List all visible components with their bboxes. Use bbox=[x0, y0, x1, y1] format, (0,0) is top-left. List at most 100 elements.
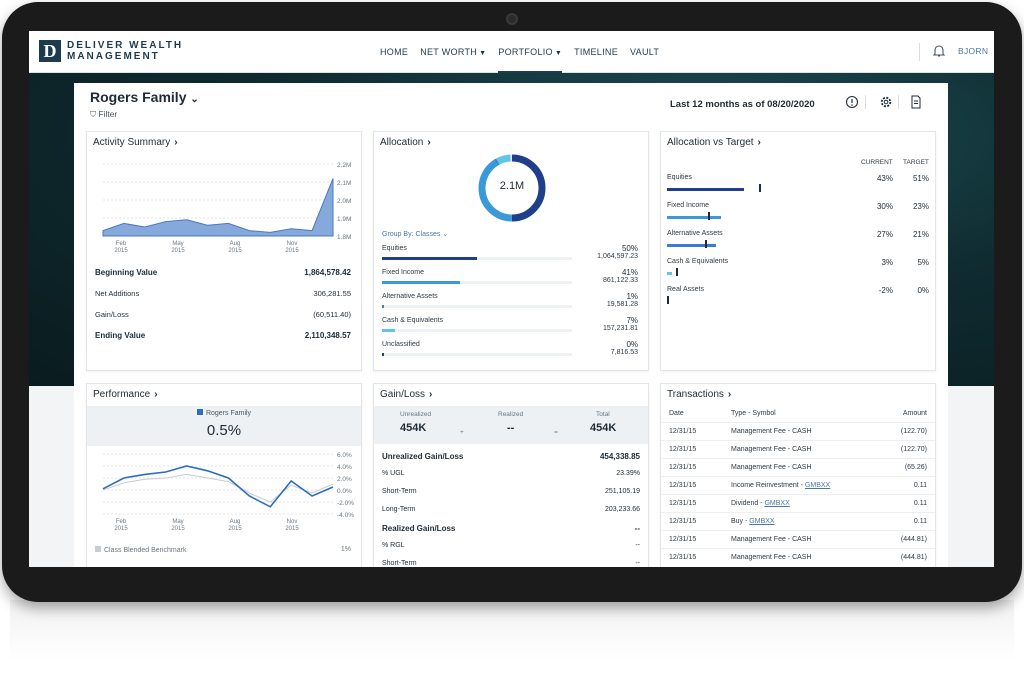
device-reflection bbox=[10, 600, 1014, 688]
transactions-card: Transactions › Date Type - Symbol Amount … bbox=[660, 383, 936, 567]
filter-button[interactable]: ⛉ Filter bbox=[90, 109, 117, 120]
transactions-title[interactable]: Transactions › bbox=[667, 389, 731, 400]
y-tick-label: 2.2M bbox=[337, 162, 351, 169]
transaction-symbol-link[interactable]: GMBXX bbox=[804, 482, 831, 489]
allocation-title-text: Allocation bbox=[380, 137, 424, 148]
nav-vault-label: VAULT bbox=[630, 47, 660, 57]
chevron-down-icon: ⌄ bbox=[442, 231, 449, 238]
current-column-header: CURRENT bbox=[861, 159, 893, 166]
allocation-total: 2.1M bbox=[499, 180, 525, 192]
allocation-bar-track bbox=[382, 329, 572, 332]
allocation-title[interactable]: Allocation › bbox=[380, 137, 431, 148]
donut-slice bbox=[478, 154, 546, 222]
activity-summary-title[interactable]: Activity Summary › bbox=[93, 137, 178, 148]
performance-title[interactable]: Performance › bbox=[93, 389, 158, 400]
gainloss-title[interactable]: Gain/Loss › bbox=[380, 389, 432, 400]
allocation-bar-track bbox=[382, 353, 572, 356]
group-by-select[interactable]: Group By: Classes ⌄ bbox=[382, 230, 448, 238]
activity-chart: 2.2M2.1M2.0M1.9M1.8MFeb2015May2015Aug201… bbox=[102, 162, 351, 254]
x-tick-year: 2015 bbox=[228, 526, 242, 532]
y-tick-label: 1.8M bbox=[337, 234, 351, 241]
x-tick-label: May bbox=[172, 519, 183, 525]
allocation-percent: 7% bbox=[626, 316, 638, 325]
y-tick-label: 4.0% bbox=[337, 464, 352, 471]
nav-vault[interactable]: VAULT bbox=[624, 31, 665, 73]
transaction-date: 12/31/15 bbox=[669, 554, 697, 561]
table-row[interactable]: 12/31/15 Dividend - GMBXX 0.11 bbox=[661, 494, 935, 512]
y-tick-label: 2.0M bbox=[337, 198, 351, 205]
nav-portfolio[interactable]: PORTFOLIO ▼ bbox=[492, 31, 568, 73]
bell-icon[interactable] bbox=[932, 44, 946, 58]
allocation-target-title-text: Allocation vs Target bbox=[667, 137, 754, 148]
logo-text: DELIVER WEALTH MANAGEMENT bbox=[67, 40, 183, 62]
table-row[interactable]: 12/31/15 Income Reinvestment - GMBXX 0.11 bbox=[661, 476, 935, 494]
info-icon[interactable] bbox=[845, 95, 859, 109]
chevron-right-icon: › bbox=[427, 137, 431, 148]
date-range-label: Last 12 months as of 08/20/2020 bbox=[670, 99, 815, 110]
transaction-amount: (444.81) bbox=[900, 536, 927, 543]
logo-icon[interactable]: D bbox=[39, 40, 61, 62]
target-marker bbox=[704, 240, 707, 248]
target-target-value: 5% bbox=[917, 258, 929, 267]
transaction-type: Management Fee - CASH bbox=[731, 554, 812, 561]
gainloss-row-value: 251,105.19 bbox=[604, 488, 640, 495]
transaction-symbol-link[interactable]: GMBXX bbox=[764, 500, 790, 507]
table-row[interactable]: 12/31/15 Management Fee - CASH (444.81) bbox=[661, 548, 935, 566]
family-selector[interactable]: Rogers Family ⌄ bbox=[90, 89, 199, 105]
chevron-down-icon: ▼ bbox=[479, 50, 487, 57]
table-row[interactable]: 12/31/15 Management Fee - CASH (122.70) bbox=[661, 440, 935, 458]
benchmark-value: 1% bbox=[340, 546, 351, 553]
target-current-value: 3% bbox=[881, 258, 893, 267]
allocation-target-title[interactable]: Allocation vs Target › bbox=[667, 137, 761, 148]
transaction-date: 12/31/15 bbox=[669, 518, 697, 525]
allocation-label: Fixed Income bbox=[382, 269, 425, 276]
gainloss-row-value: -- bbox=[635, 542, 640, 549]
activity-area bbox=[102, 178, 334, 237]
target-bar-fill bbox=[667, 272, 673, 275]
report-icon[interactable] bbox=[909, 95, 923, 109]
x-tick-year: 2015 bbox=[228, 248, 242, 254]
allocation-card: Allocation › 2.1M Group By: Classes ⌄ Equ… bbox=[373, 131, 649, 371]
nav-net-worth[interactable]: NET WORTH ▼ bbox=[414, 31, 492, 73]
y-tick-label: -4.0% bbox=[337, 512, 354, 519]
performance-card: Performance › Rogers Family 0.5% 6.0% 4.0%… bbox=[86, 383, 362, 567]
transaction-symbol-link[interactable]: GMBXX bbox=[749, 518, 775, 525]
top-navigation-bar: D DELIVER WEALTH MANAGEMENT HOME NET WOR… bbox=[29, 31, 994, 73]
target-row-label: Cash & Equivalents bbox=[667, 258, 729, 265]
gear-icon[interactable] bbox=[879, 95, 893, 109]
user-menu[interactable]: BJORN bbox=[958, 46, 989, 56]
column-header-date: Date bbox=[669, 410, 684, 417]
nav-divider bbox=[919, 43, 920, 61]
allocation-percent: 0% bbox=[626, 340, 638, 349]
equals-sign: = bbox=[554, 429, 558, 436]
transaction-type: Management Fee - CASH bbox=[731, 446, 812, 453]
main-nav: HOME NET WORTH ▼ PORTFOLIO ▼ TIMELINE VAUL… bbox=[374, 31, 665, 73]
target-target-value: 23% bbox=[912, 202, 929, 211]
total-label: Total bbox=[596, 411, 610, 418]
table-row[interactable]: 12/31/15 Management Fee - CASH (65.26) bbox=[661, 458, 935, 476]
performance-summary bbox=[87, 406, 361, 446]
allocation-label: Equities bbox=[382, 245, 407, 252]
nav-net-worth-label: NET WORTH bbox=[420, 47, 478, 57]
allocation-donut bbox=[478, 154, 546, 222]
table-row[interactable]: 12/31/15 Management Fee - CASH (122.70) bbox=[661, 422, 935, 440]
legend-swatch bbox=[196, 409, 203, 415]
allocation-value: 157,231.81 bbox=[602, 325, 638, 332]
x-tick-label: Aug bbox=[230, 519, 241, 525]
transaction-type: Income Reinvestment - GMBXX bbox=[731, 482, 831, 489]
target-target-value: 21% bbox=[912, 230, 929, 239]
x-tick-label: Feb bbox=[116, 241, 127, 247]
transaction-type: Management Fee - CASH bbox=[731, 536, 812, 543]
target-marker bbox=[708, 212, 711, 220]
activity-summary-title-text: Activity Summary bbox=[93, 137, 171, 148]
table-row[interactable]: 12/31/15 Buy - GMBXX 0.11 bbox=[661, 512, 935, 530]
nav-home[interactable]: HOME bbox=[374, 31, 414, 73]
allocation-target-card: Allocation vs Target › CURRENT TARGET Equ… bbox=[660, 131, 936, 371]
transaction-amount: (122.70) bbox=[900, 446, 927, 453]
filter-label: Filter bbox=[98, 109, 118, 119]
unrealized-value: 454K bbox=[400, 422, 427, 434]
table-row[interactable]: 12/31/15 Management Fee - CASH (444.81) bbox=[661, 530, 935, 548]
target-column-header: TARGET bbox=[903, 159, 929, 166]
allocation-percent: 41% bbox=[621, 268, 638, 277]
nav-timeline[interactable]: TIMELINE bbox=[568, 31, 624, 73]
